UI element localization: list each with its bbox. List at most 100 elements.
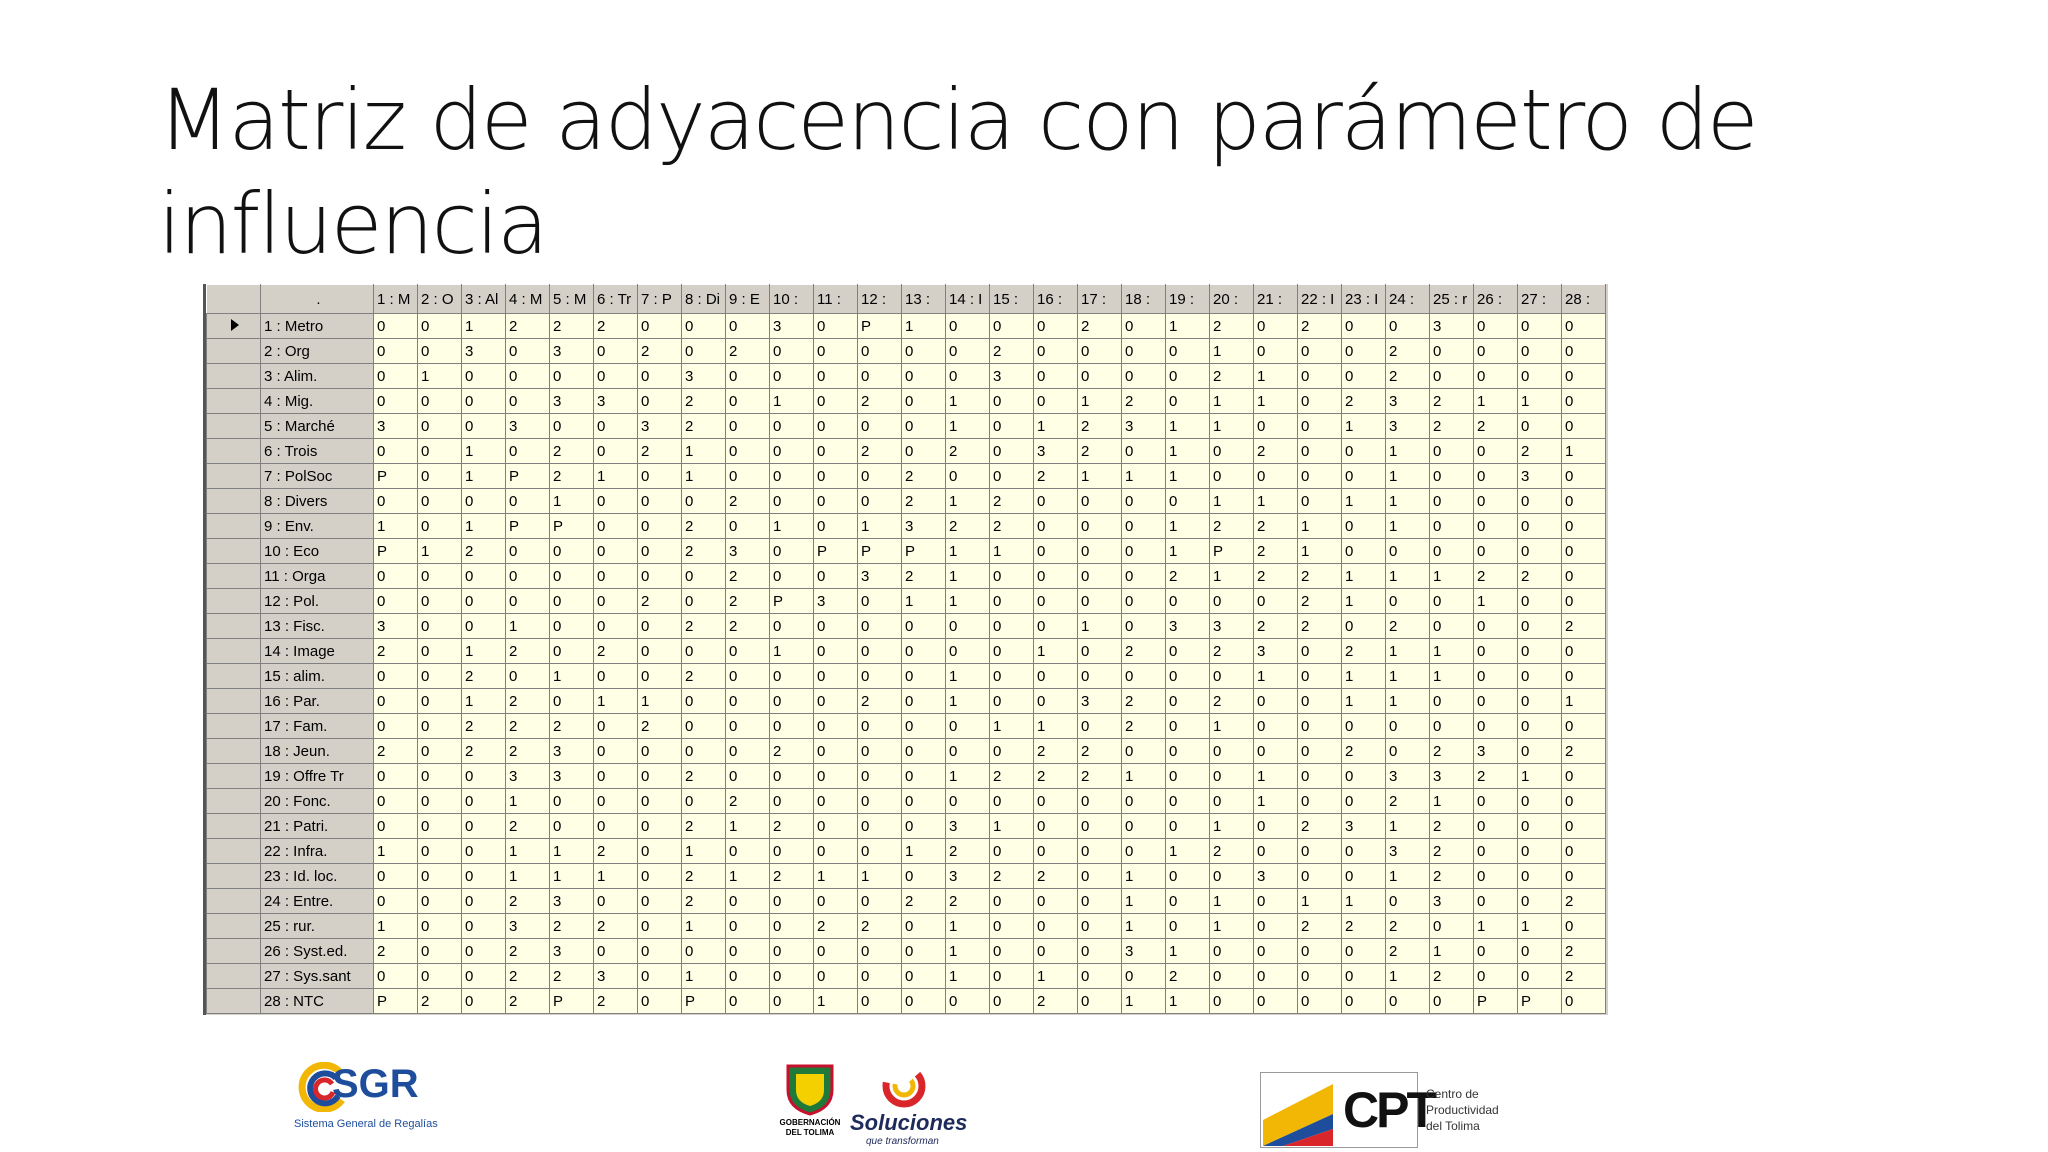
matrix-cell: 0 [373,813,418,839]
matrix-cell: 1 [1429,788,1474,814]
matrix-cell: 0 [417,888,462,914]
matrix-cell: 0 [1165,488,1210,514]
corner-cell: . [260,284,374,314]
matrix-cell: 0 [373,963,418,989]
matrix-cell: 0 [725,838,770,864]
column-header: 18 : [1121,284,1166,314]
matrix-cell: 0 [769,838,814,864]
matrix-cell: 2 [505,963,550,989]
matrix-cell: 0 [1033,813,1078,839]
matrix-cell: 0 [593,363,638,389]
matrix-cell: 1 [681,838,726,864]
matrix-cell: 0 [417,663,462,689]
matrix-cell: 0 [637,988,682,1014]
matrix-cell: 0 [637,738,682,764]
column-header: 9 : E [725,284,770,314]
matrix-cell: 0 [1341,438,1386,464]
matrix-cell: 2 [1385,613,1430,639]
matrix-cell: 0 [813,788,858,814]
matrix-cell: 0 [373,688,418,714]
matrix-cell: 1 [1165,538,1210,564]
matrix-cell: P [549,513,594,539]
matrix-cell: 0 [1517,613,1562,639]
matrix-cell: 2 [1297,563,1342,589]
matrix-cell: 3 [1033,438,1078,464]
matrix-cell: 0 [813,713,858,739]
row-label: 21 : Patri. [260,813,374,839]
row-indicator [206,988,261,1014]
matrix-cell: 0 [1165,763,1210,789]
matrix-cell: 0 [461,488,506,514]
matrix-cell: 0 [989,963,1034,989]
matrix-cell: 0 [1253,588,1298,614]
matrix-cell: 1 [1385,513,1430,539]
matrix-cell: 3 [857,563,902,589]
matrix-cell: 3 [1429,763,1474,789]
matrix-cell: 0 [637,913,682,939]
row-indicator [206,363,261,389]
matrix-cell: 2 [1385,363,1430,389]
matrix-cell: 0 [1077,513,1122,539]
matrix-cell: 1 [1121,463,1166,489]
matrix-cell: 1 [945,563,990,589]
row-indicator [206,538,261,564]
matrix-cell: 2 [1297,313,1342,339]
matrix-cell: 0 [1341,613,1386,639]
matrix-cell: 3 [769,313,814,339]
matrix-cell: 0 [1561,463,1606,489]
matrix-cell: 0 [769,338,814,364]
soluciones-subtitle: que transforman [866,1136,939,1147]
gobernacion-logo: GOBERNACIÓN DEL TOLIMA [762,1060,862,1150]
matrix-cell: 3 [901,513,946,539]
matrix-cell: 2 [1077,763,1122,789]
matrix-cell: 1 [1121,763,1166,789]
matrix-cell: 0 [1341,338,1386,364]
matrix-cell: 1 [681,463,726,489]
matrix-cell: 2 [1297,613,1342,639]
matrix-cell: 0 [769,713,814,739]
matrix-row: 26 : Syst.ed. 2 0 0 2 3 0 0 0 0 0 0 0 0 1 0 0 0 3 1 0 0 0 0 2 1 0 0… [206,938,1606,964]
matrix-cell: 0 [1341,763,1386,789]
matrix-cell: 0 [1209,988,1254,1014]
matrix-cell: 0 [417,838,462,864]
matrix-cell: 1 [593,463,638,489]
matrix-cell: 0 [901,613,946,639]
matrix-cell: 0 [505,438,550,464]
row-label: 5 : Marché [260,413,374,439]
matrix-cell: 0 [1297,363,1342,389]
matrix-cell: 0 [1253,413,1298,439]
matrix-cell: 2 [681,513,726,539]
matrix-cell: 0 [593,938,638,964]
column-header: 24 : [1385,284,1430,314]
matrix-cell: 0 [857,838,902,864]
matrix-cell: 2 [989,513,1034,539]
matrix-row: 8 : Divers 0 0 0 0 1 0 0 0 2 0 0 0 2 1 2 0 0 0 0 1 1 0 1 1 0 0 0 0 [206,488,1606,514]
matrix-cell: 0 [1561,563,1606,589]
matrix-cell: 2 [505,713,550,739]
matrix-cell: 0 [901,713,946,739]
row-label: 19 : Offre Tr [260,763,374,789]
row-indicator [206,863,261,889]
matrix-cell: 1 [1209,563,1254,589]
matrix-cell: 1 [1385,438,1430,464]
matrix-cell: 0 [1165,688,1210,714]
column-header: 6 : Tr [593,284,638,314]
matrix-cell: 0 [769,913,814,939]
matrix-cell: 0 [1297,713,1342,739]
matrix-cell: 2 [1341,638,1386,664]
matrix-cell: 0 [1385,713,1430,739]
matrix-row: 9 : Env. 1 0 1 P P 0 0 2 0 1 0 1 3 2 2 0 0 0 1 2 2 1 0 1 0 0 0 0 [206,513,1606,539]
matrix-cell: 0 [1385,738,1430,764]
matrix-cell: 0 [769,363,814,389]
matrix-cell: 1 [1341,663,1386,689]
matrix-cell: 0 [1077,838,1122,864]
matrix-cell: 0 [1077,363,1122,389]
matrix-cell: 0 [1033,788,1078,814]
cpt-box: CPT [1260,1072,1437,1148]
matrix-cell: 2 [945,838,990,864]
matrix-cell: 0 [1385,888,1430,914]
matrix-cell: 0 [637,888,682,914]
matrix-cell: 2 [1033,763,1078,789]
column-header: 19 : [1165,284,1210,314]
matrix-cell: 2 [989,338,1034,364]
